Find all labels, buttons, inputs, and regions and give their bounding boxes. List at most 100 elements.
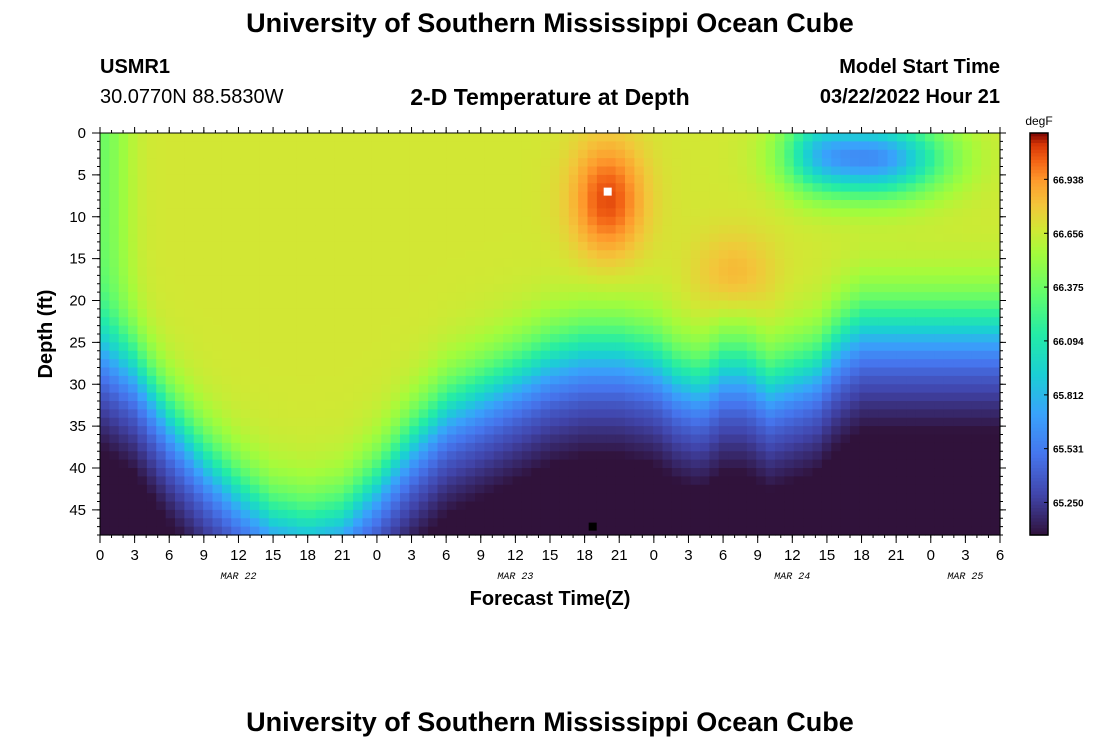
heatmap-cell (100, 191, 110, 201)
heatmap-cell (137, 258, 148, 268)
heatmap-cell (756, 275, 767, 285)
heatmap-cell (109, 141, 120, 151)
heatmap-cell (868, 468, 879, 477)
heatmap-cell (709, 166, 720, 176)
heatmap-cell (812, 468, 823, 477)
heatmap-cell (596, 367, 607, 377)
heatmap-cell (765, 166, 776, 176)
heatmap-cell (962, 166, 973, 176)
heatmap-cell (943, 317, 954, 327)
heatmap-cell (493, 166, 504, 176)
heatmap-cell (803, 434, 814, 444)
heatmap-cell (653, 149, 664, 159)
heatmap-cell (100, 325, 110, 335)
heatmap-cell (971, 292, 982, 302)
heatmap-cell (165, 292, 176, 302)
heatmap-cell (362, 208, 373, 218)
heatmap-cell (587, 166, 598, 176)
heatmap-cell (475, 476, 485, 486)
heatmap-cell (371, 401, 382, 410)
heatmap-cell (681, 401, 692, 410)
heatmap-cell (371, 166, 382, 176)
heatmap-cell (925, 317, 935, 327)
heatmap-cell (559, 267, 570, 276)
heatmap-cell (184, 359, 195, 369)
heatmap-cell (418, 250, 429, 260)
heatmap-cell (793, 409, 804, 419)
heatmap-cell (737, 442, 748, 452)
heatmap-cell (325, 451, 335, 461)
heatmap-cell (578, 241, 589, 251)
heatmap-cell (765, 493, 776, 503)
heatmap-cell (184, 133, 195, 142)
heatmap-cell (231, 384, 242, 394)
heatmap-cell (681, 434, 692, 444)
heatmap-cell (475, 174, 485, 184)
heatmap-cell (109, 442, 120, 452)
heatmap-cell (128, 233, 139, 243)
heatmap-cell (156, 384, 167, 394)
heatmap-cell (793, 250, 804, 260)
heatmap-cell (971, 384, 982, 394)
heatmap-cell (259, 501, 270, 511)
heatmap-cell (981, 241, 992, 251)
heatmap-cell (765, 233, 776, 243)
heatmap-cell (990, 325, 1001, 335)
heatmap-cell (868, 292, 879, 302)
heatmap-cell (634, 493, 645, 503)
heatmap-cell (503, 166, 514, 176)
heatmap-cell (821, 267, 832, 276)
heatmap-cell (671, 434, 682, 444)
heatmap-cell (306, 484, 317, 494)
heatmap-cell (700, 476, 710, 486)
heatmap-cell (456, 241, 467, 251)
y-tick-label: 15 (69, 251, 86, 268)
heatmap-cell (512, 501, 523, 511)
heatmap-cell (953, 459, 964, 469)
heatmap-cell (671, 384, 682, 394)
heatmap-cell (362, 191, 373, 201)
heatmap-cell (578, 476, 589, 486)
heatmap-cell (175, 451, 185, 461)
heatmap-cell (559, 233, 570, 243)
heatmap-cell (137, 426, 148, 436)
heatmap-cell (756, 518, 767, 528)
heatmap-cell (175, 392, 185, 402)
heatmap-cell (353, 166, 364, 176)
heatmap-cell (878, 258, 889, 268)
heatmap-cell (887, 241, 898, 251)
heatmap-cell (334, 426, 345, 436)
heatmap-cell (315, 484, 326, 494)
heatmap-cell (343, 191, 354, 201)
heatmap-cell (606, 149, 617, 159)
heatmap-cell (400, 283, 410, 293)
heatmap-cell (596, 392, 607, 402)
heatmap-cell (456, 501, 467, 511)
heatmap-cell (268, 225, 279, 235)
heatmap-cell (465, 141, 476, 151)
heatmap-cell (746, 493, 757, 503)
heatmap-cell (671, 183, 682, 193)
heatmap-cell (700, 526, 710, 536)
heatmap-cell (493, 133, 504, 142)
heatmap-cell (906, 300, 917, 310)
heatmap-cell (428, 367, 439, 377)
heatmap-cell (465, 149, 476, 159)
heatmap-cell (203, 401, 214, 410)
heatmap-cell (343, 518, 354, 528)
heatmap-cell (240, 250, 251, 260)
heatmap-cell (521, 350, 532, 360)
heatmap-cell (568, 241, 579, 251)
heatmap-cell (596, 501, 607, 511)
heatmap-cell (990, 334, 1001, 343)
heatmap-cell (784, 417, 795, 427)
heatmap-cell (512, 442, 523, 452)
heatmap-cell (371, 384, 382, 394)
heatmap-cell (428, 409, 439, 419)
heatmap-cell (746, 468, 757, 477)
heatmap-cell (118, 401, 129, 410)
heatmap-cell (737, 225, 748, 235)
heatmap-cell (109, 334, 120, 343)
heatmap-cell (962, 141, 973, 151)
heatmap-cell (221, 493, 232, 503)
